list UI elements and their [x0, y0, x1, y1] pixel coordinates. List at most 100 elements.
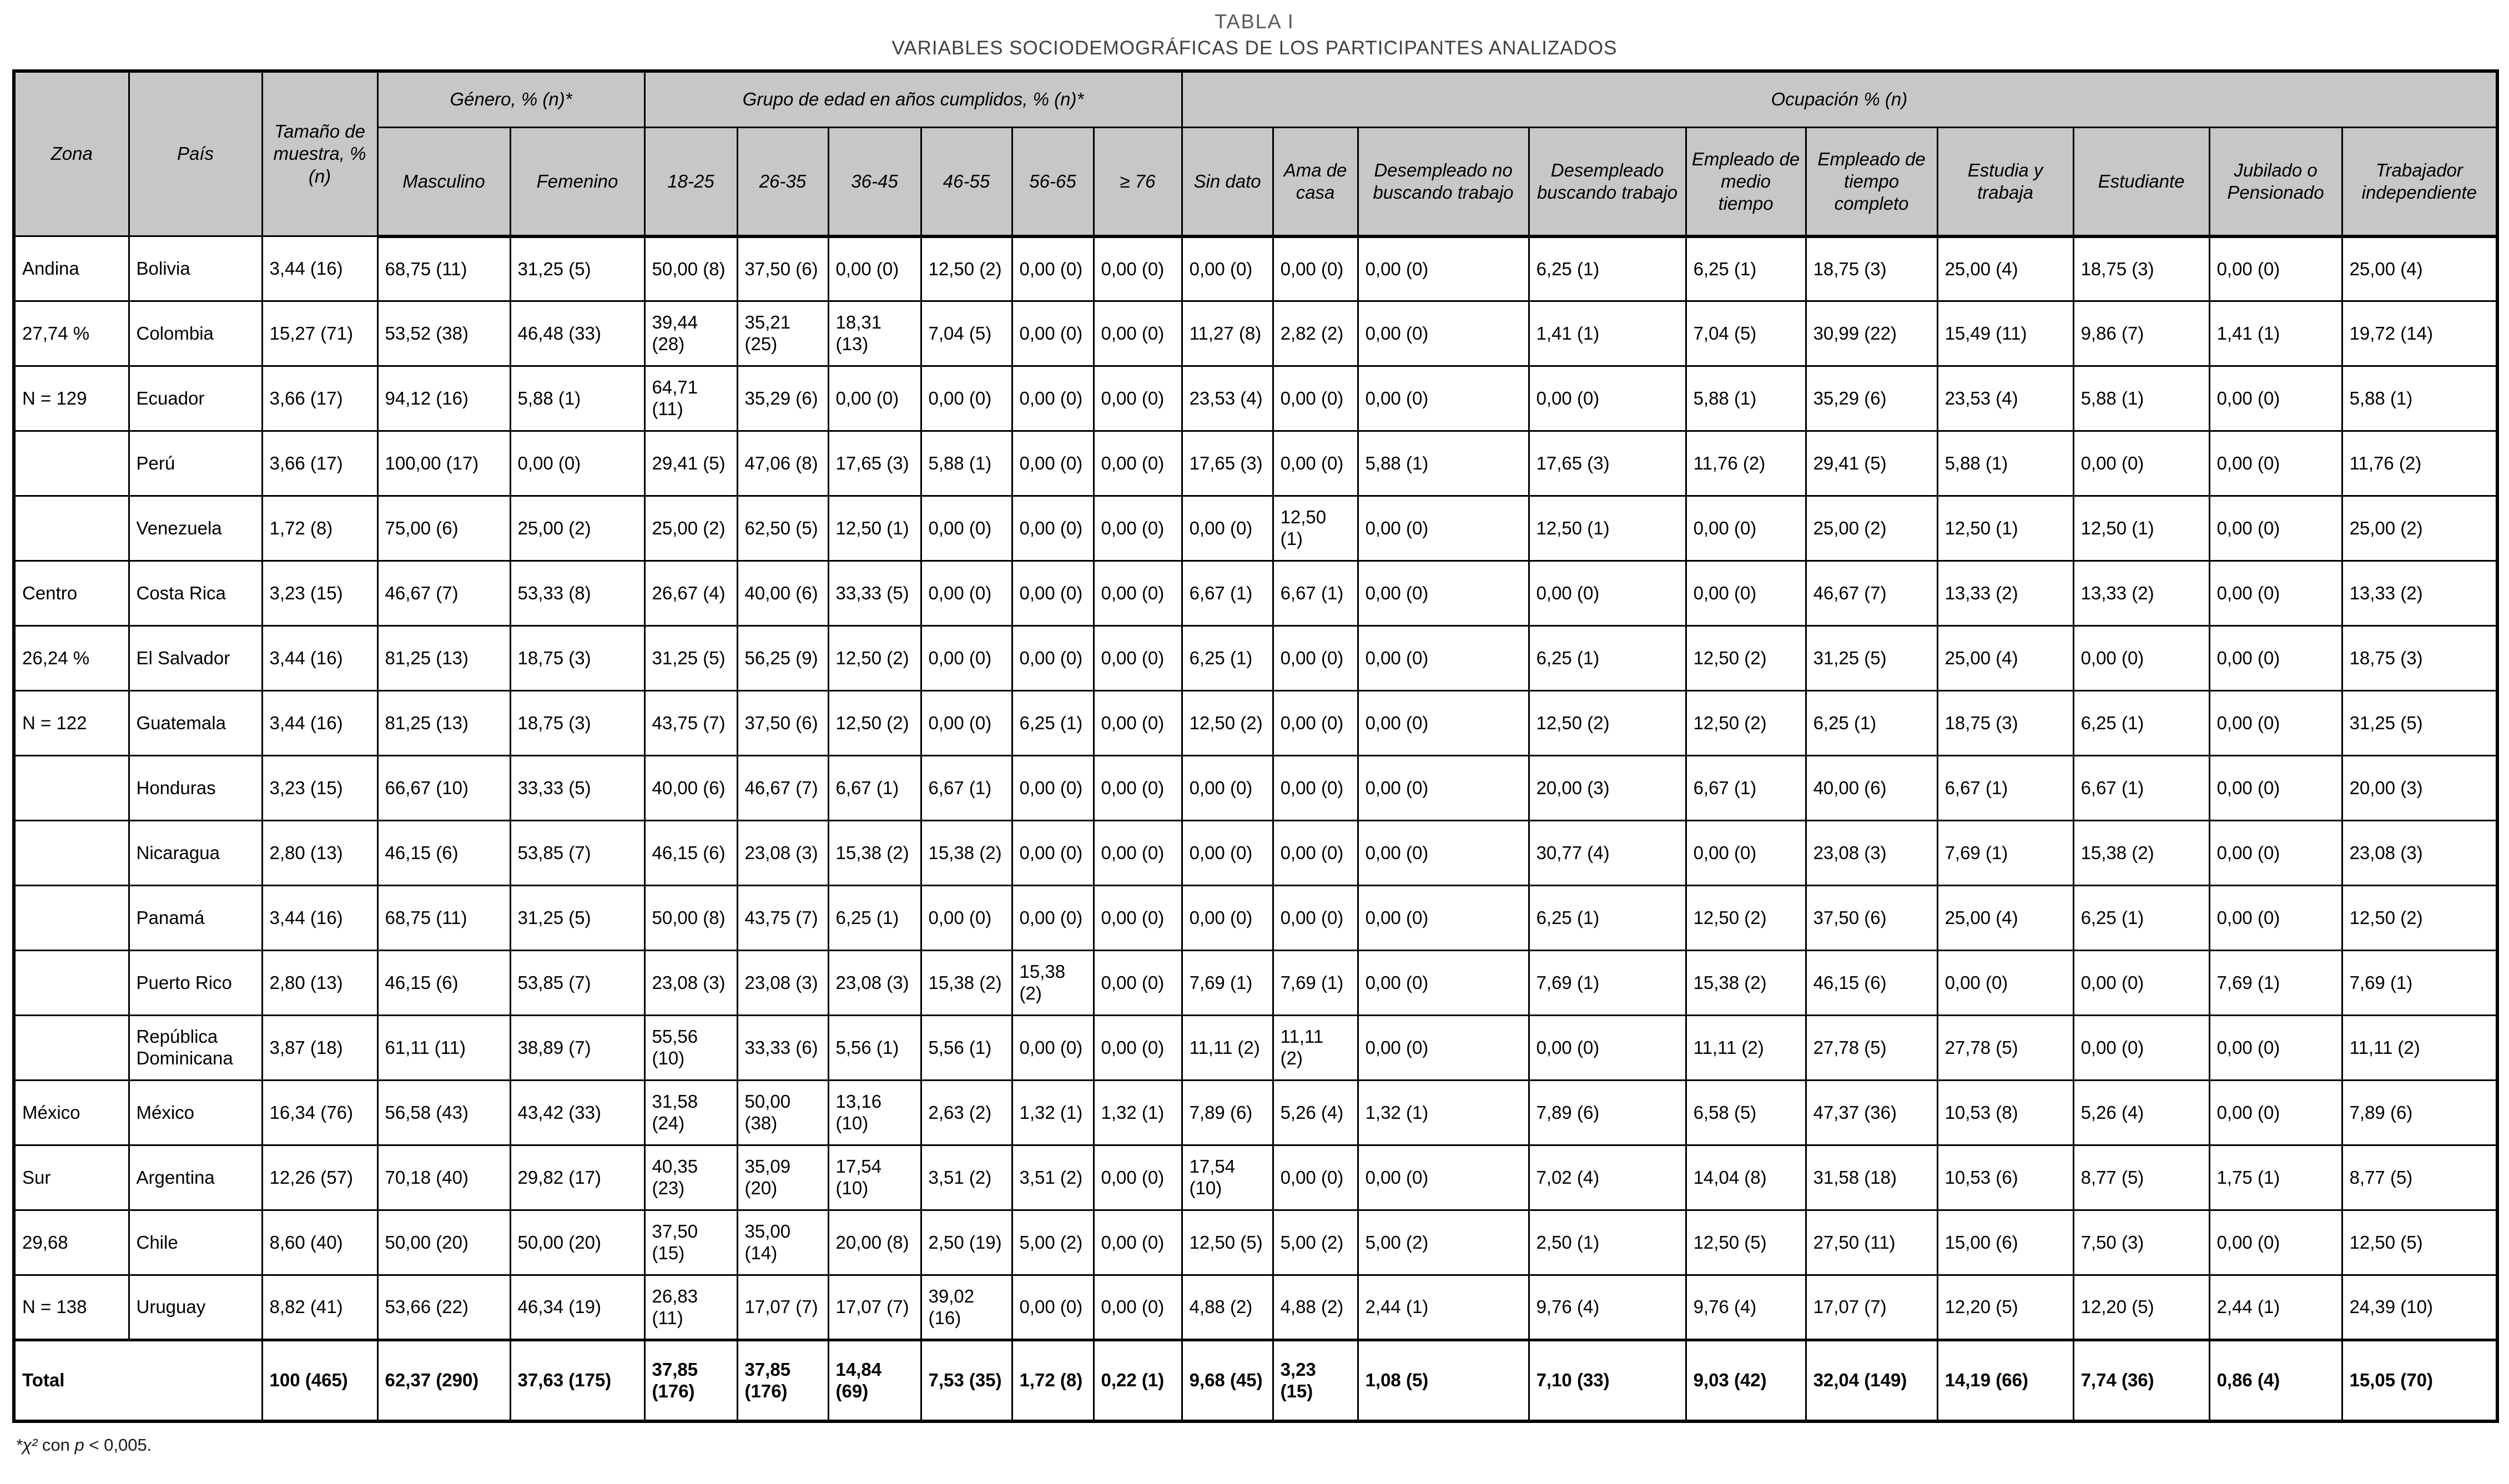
cell-value: 13,33 (2): [2341, 560, 2498, 627]
cell-value: 0,00 (0): [1092, 950, 1183, 1017]
cell-value: 13,33 (2): [2072, 560, 2210, 627]
cell-value: 0,00 (0): [2208, 625, 2343, 692]
cell-value: 6,67 (1): [920, 755, 1013, 822]
cell-value: 0,00 (0): [1357, 300, 1530, 367]
cell-value: 46,15 (6): [1805, 950, 1938, 1017]
cell-value: 8,77 (5): [2072, 1144, 2210, 1212]
cell-value: 29,41 (5): [643, 430, 738, 497]
col-header-edad-2: 36-45: [827, 127, 922, 238]
cell-value: 56,25 (9): [736, 625, 829, 692]
cell-value: 0,00 (0): [1092, 560, 1183, 627]
cell-value: 0,00 (0): [1528, 1014, 1687, 1082]
cell-value: 2,63 (2): [920, 1079, 1013, 1147]
total-value: 3,23 (15): [1272, 1339, 1359, 1422]
col-header-tamano: Tamaño de muestra, % (n): [261, 70, 379, 238]
cell-pais: Honduras: [128, 755, 263, 822]
cell-value: 6,25 (1): [1685, 235, 1807, 302]
cell-value: 31,25 (5): [509, 235, 646, 302]
cell-value: 68,75 (11): [376, 885, 511, 952]
cell-value: 37,50 (6): [736, 235, 829, 302]
cell-value: 31,58 (18): [1805, 1144, 1938, 1212]
cell-value: 7,04 (5): [920, 300, 1013, 367]
cell-value: 0,00 (0): [1011, 1274, 1095, 1341]
cell-value: 12,50 (2): [827, 690, 922, 757]
cell-value: 0,00 (0): [1092, 235, 1183, 302]
cell-value: 12,50 (2): [2341, 885, 2498, 952]
cell-value: 0,00 (0): [1011, 235, 1095, 302]
cell-value: 0,00 (0): [1092, 1144, 1183, 1212]
cell-value: 17,54 (10): [1181, 1144, 1274, 1212]
footnote: *χ² con p < 0,005.: [16, 1435, 2509, 1455]
cell-value: 11,11 (2): [1685, 1014, 1807, 1082]
cell-value: 3,66 (17): [261, 365, 379, 432]
cell-value: 40,35 (23): [643, 1144, 738, 1212]
cell-value: 0,00 (0): [1092, 365, 1183, 432]
cell-value: 5,88 (1): [920, 430, 1013, 497]
cell-value: 0,00 (0): [1011, 300, 1095, 367]
cell-value: 0,00 (0): [1936, 950, 2074, 1017]
cell-pais: Ecuador: [128, 365, 263, 432]
total-value: 7,53 (35): [920, 1339, 1013, 1422]
col-header-ocupacion-6: Estudia y trabaja: [1936, 127, 2074, 238]
cell-value: 18,75 (3): [1936, 690, 2074, 757]
total-value: 15,05 (70): [2341, 1339, 2498, 1422]
footnote-mid: con: [37, 1435, 75, 1455]
cell-value: 35,09 (20): [736, 1144, 829, 1212]
cell-value: 0,00 (0): [1272, 430, 1359, 497]
table-title: TABLA I VARIABLES SOCIODEMOGRÁFICAS DE L…: [0, 0, 2509, 60]
cell-value: 31,25 (5): [509, 885, 646, 952]
table-row: 27,74 % Colombia 15,27 (71) 53,52 (38) 46,48…: [13, 300, 2498, 367]
cell-value: 0,00 (0): [1011, 1014, 1095, 1082]
cell-value: 12,50 (2): [1181, 690, 1274, 757]
cell-value: 0,00 (0): [1011, 365, 1095, 432]
cell-value: 17,54 (10): [827, 1144, 922, 1212]
col-header-zona: Zona: [13, 70, 130, 238]
cell-value: 1,32 (1): [1357, 1079, 1530, 1147]
cell-value: 12,50 (2): [827, 625, 922, 692]
cell-value: 7,89 (6): [2341, 1079, 2498, 1147]
cell-value: 46,67 (7): [376, 560, 511, 627]
cell-value: 5,00 (2): [1272, 1209, 1359, 1276]
cell-pais: Uruguay: [128, 1274, 263, 1341]
cell-value: 29,82 (17): [509, 1144, 646, 1212]
col-header-edad-3: 46-55: [920, 127, 1013, 238]
cell-value: 3,44 (16): [261, 235, 379, 302]
cell-value: 81,25 (13): [376, 690, 511, 757]
col-header-genero-0: Masculino: [376, 127, 511, 238]
total-value: 7,74 (36): [2072, 1339, 2210, 1422]
footnote-chi: *χ²: [16, 1435, 38, 1455]
cell-value: 0,00 (0): [2208, 1079, 2343, 1147]
cell-value: 0,00 (0): [1092, 1014, 1183, 1082]
cell-value: 8,77 (5): [2341, 1144, 2498, 1212]
cell-value: 15,38 (2): [1685, 950, 1807, 1017]
cell-value: 37,50 (6): [736, 690, 829, 757]
cell-value: 3,23 (15): [261, 560, 379, 627]
cell-value: 0,00 (0): [920, 625, 1013, 692]
cell-value: 5,00 (2): [1357, 1209, 1530, 1276]
cell-value: 15,38 (2): [920, 950, 1013, 1017]
table-row: 26,24 % El Salvador 3,44 (16) 81,25 (13) 18,…: [13, 625, 2498, 692]
cell-value: 3,44 (16): [261, 885, 379, 952]
cell-value: 33,33 (6): [736, 1014, 829, 1082]
cell-value: 0,00 (0): [1357, 625, 1530, 692]
cell-value: 46,15 (6): [376, 820, 511, 887]
cell-value: 17,07 (7): [736, 1274, 829, 1341]
cell-value: 50,00 (38): [736, 1079, 829, 1147]
cell-value: 5,88 (1): [1936, 430, 2074, 497]
cell-pais: Venezuela: [128, 495, 263, 562]
cell-value: 25,00 (4): [1936, 235, 2074, 302]
cell-value: 15,49 (11): [1936, 300, 2074, 367]
cell-value: 12,50 (5): [1685, 1209, 1807, 1276]
cell-pais: República Dominicana: [128, 1014, 263, 1082]
cell-value: 3,51 (2): [1011, 1144, 1095, 1212]
cell-value: 17,65 (3): [1181, 430, 1274, 497]
cell-value: 25,00 (2): [2341, 495, 2498, 562]
cell-value: 0,00 (0): [1011, 430, 1095, 497]
cell-value: 30,77 (4): [1528, 820, 1687, 887]
cell-value: 0,00 (0): [1528, 560, 1687, 627]
cell-pais: Chile: [128, 1209, 263, 1276]
cell-value: 12,50 (1): [827, 495, 922, 562]
cell-value: 53,52 (38): [376, 300, 511, 367]
cell-value: 12,50 (2): [920, 235, 1013, 302]
cell-value: 38,89 (7): [509, 1014, 646, 1082]
